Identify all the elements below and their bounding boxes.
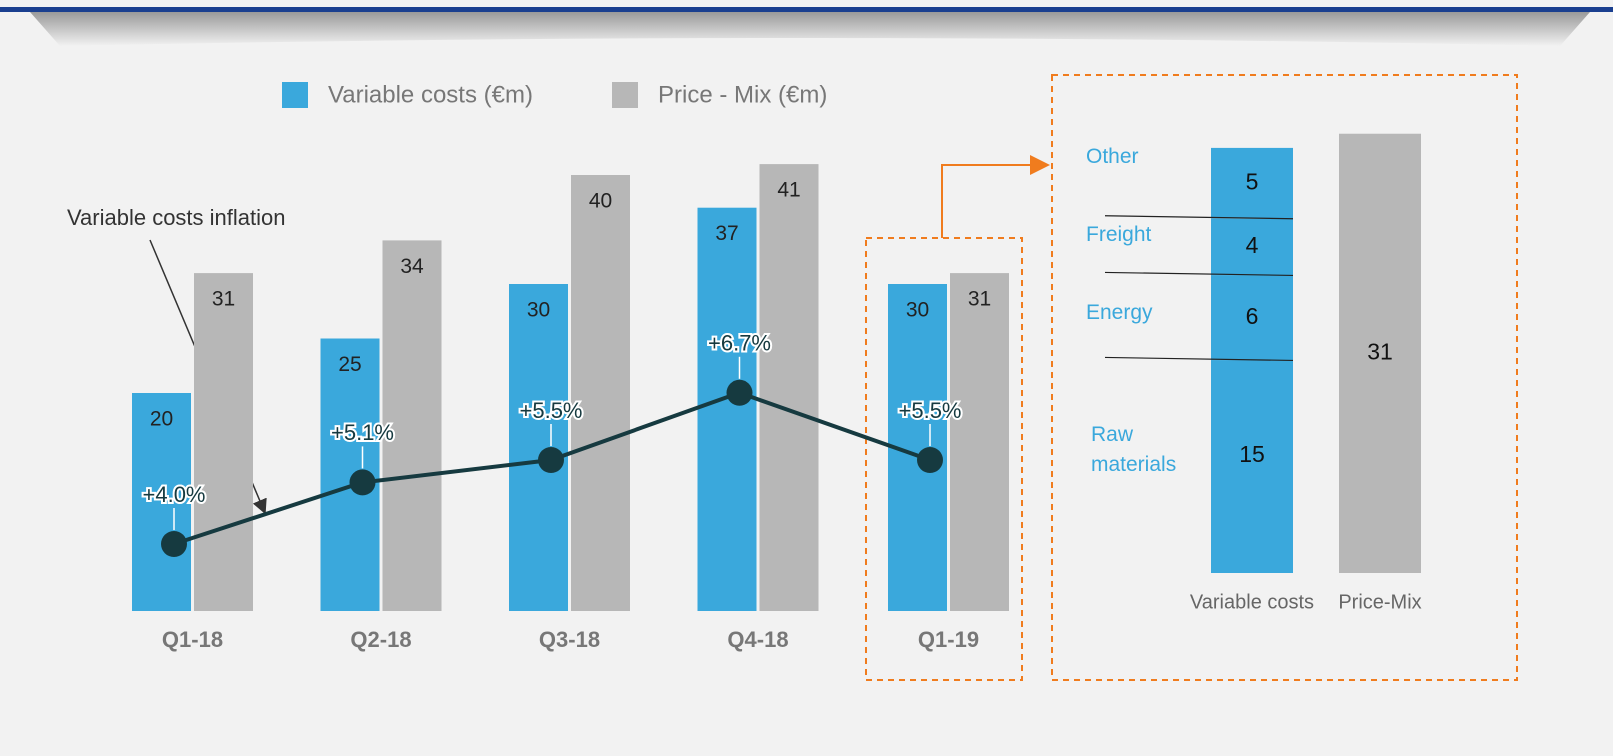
segment-value-label: 15 bbox=[1239, 441, 1265, 467]
bar-value-label: 31 bbox=[968, 288, 991, 311]
bar bbox=[759, 164, 819, 611]
annotation: Variable costs inflation bbox=[67, 205, 286, 230]
x-tick-label: Q2-18 bbox=[350, 627, 411, 652]
segment-divider bbox=[1104, 356, 1294, 362]
x-tick-label: Price-Mix bbox=[1338, 591, 1421, 613]
bar bbox=[194, 273, 253, 611]
bar-value-label: 41 bbox=[777, 179, 800, 202]
bar-segment bbox=[1211, 275, 1293, 361]
header-line bbox=[0, 7, 1613, 12]
highlight-box bbox=[865, 237, 1023, 681]
bar-segment bbox=[1211, 360, 1293, 573]
segment-label: Raw materials bbox=[1091, 423, 1177, 476]
segment-value-label: 5 bbox=[1246, 168, 1259, 194]
bar bbox=[950, 273, 1009, 611]
bar-segment bbox=[1211, 147, 1293, 219]
bar bbox=[697, 207, 757, 611]
segment-divider bbox=[1104, 271, 1294, 277]
x-tick-label: Variable costs bbox=[1190, 591, 1314, 613]
bar-segment bbox=[1339, 133, 1421, 574]
bar-value-label: 37 bbox=[715, 222, 738, 245]
segment-label: Other bbox=[1086, 145, 1139, 168]
line-value-label: +6.7% bbox=[708, 331, 771, 356]
line-value-label: +5.1% bbox=[331, 420, 394, 445]
segment-value-label: 31 bbox=[1367, 338, 1393, 364]
legend-label: Variable costs (€m) bbox=[328, 81, 533, 108]
line-point bbox=[161, 531, 187, 557]
segment-label: Energy bbox=[1086, 301, 1153, 324]
line-value-label: +4.0% bbox=[143, 482, 206, 507]
bar-value-label: 34 bbox=[400, 255, 424, 278]
bar bbox=[571, 175, 630, 611]
bar-value-label: 30 bbox=[906, 299, 929, 322]
detail-box bbox=[1051, 74, 1518, 681]
bar bbox=[132, 393, 191, 611]
legend-swatch bbox=[612, 82, 638, 108]
legend-label: Price - Mix (€m) bbox=[658, 81, 827, 108]
bar-value-label: 30 bbox=[527, 299, 550, 322]
line-point bbox=[349, 469, 376, 496]
bar-value-label: 40 bbox=[589, 190, 612, 213]
bar-segment bbox=[1211, 218, 1293, 276]
line-value-label: +5.5% bbox=[899, 398, 962, 423]
bar-value-label: 20 bbox=[150, 408, 173, 431]
line-value-label: +5.5% bbox=[520, 398, 583, 423]
x-tick-label: Q4-18 bbox=[727, 627, 788, 652]
bar-value-label: 31 bbox=[212, 288, 235, 311]
bar-value-label: 25 bbox=[338, 353, 361, 376]
bar bbox=[509, 284, 568, 611]
bar bbox=[382, 240, 442, 611]
line-point bbox=[538, 447, 564, 473]
segment-label: Freight bbox=[1086, 223, 1152, 246]
header-shadow bbox=[30, 12, 1590, 46]
x-tick-label: Q1-19 bbox=[918, 627, 979, 652]
line-point bbox=[726, 379, 753, 406]
segment-value-label: 4 bbox=[1246, 232, 1259, 258]
legend-swatch bbox=[282, 82, 308, 108]
line-point bbox=[917, 447, 943, 473]
x-tick-label: Q3-18 bbox=[539, 627, 600, 652]
segment-value-label: 6 bbox=[1246, 303, 1259, 329]
connector bbox=[941, 155, 1050, 238]
segment-divider bbox=[1104, 215, 1294, 220]
x-tick-label: Q1-18 bbox=[162, 627, 223, 652]
